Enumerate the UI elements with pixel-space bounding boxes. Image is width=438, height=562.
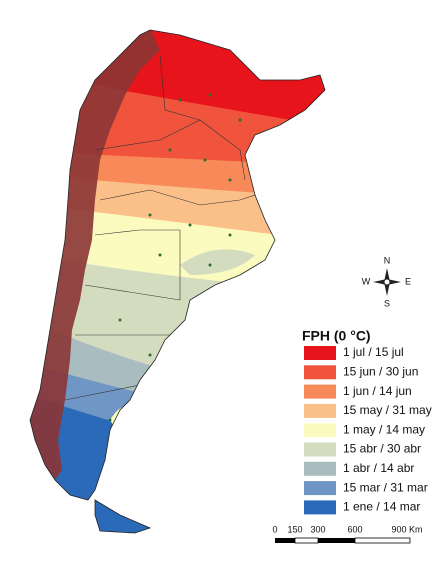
- scale-label: 0: [272, 524, 277, 534]
- legend-label: 1 jul / 15 jul: [343, 345, 404, 359]
- scale-bar: 0 150 300 600 900 Km: [272, 524, 423, 544]
- legend-label: 15 abr / 30 abr: [343, 442, 421, 456]
- legend-label: 15 jun / 30 jun: [343, 364, 418, 378]
- legend-swatch: [304, 384, 336, 399]
- legend-swatch: [304, 461, 336, 476]
- compass: N S E W: [362, 255, 411, 308]
- legend-swatch: [304, 365, 336, 380]
- legend-swatch: [304, 481, 336, 496]
- legend: 1 jul / 15 jul 15 jun / 30 jun 1 jun / 14 …: [304, 345, 432, 515]
- legend-title: FPH (0 °C): [302, 328, 371, 344]
- legend-swatch: [304, 442, 336, 457]
- scale-label: 900 Km: [391, 524, 422, 534]
- legend-swatch: [304, 500, 336, 515]
- legend-swatch: [304, 403, 336, 418]
- legend-swatch: [304, 346, 336, 360]
- compass-east: E: [405, 276, 411, 286]
- compass-north: N: [384, 255, 391, 265]
- scale-label: 600: [347, 524, 362, 534]
- zone: [180, 249, 255, 275]
- legend-label: 1 ene / 14 mar: [343, 500, 420, 514]
- legend-swatch: [304, 423, 336, 438]
- legend-label: 1 jun / 14 jun: [343, 384, 412, 398]
- scale-label: 300: [310, 524, 325, 534]
- legend-label: 15 mar / 31 mar: [343, 480, 428, 494]
- scale-label: 150: [287, 524, 302, 534]
- legend-label: 1 may / 14 may: [343, 422, 425, 436]
- andes-zone: [30, 30, 160, 480]
- legend-label: 1 abr / 14 abr: [343, 461, 414, 475]
- compass-west: W: [362, 276, 371, 286]
- compass-south: S: [384, 298, 390, 308]
- legend-label: 15 may / 31 may: [343, 403, 432, 417]
- province-borders: [64, 54, 256, 401]
